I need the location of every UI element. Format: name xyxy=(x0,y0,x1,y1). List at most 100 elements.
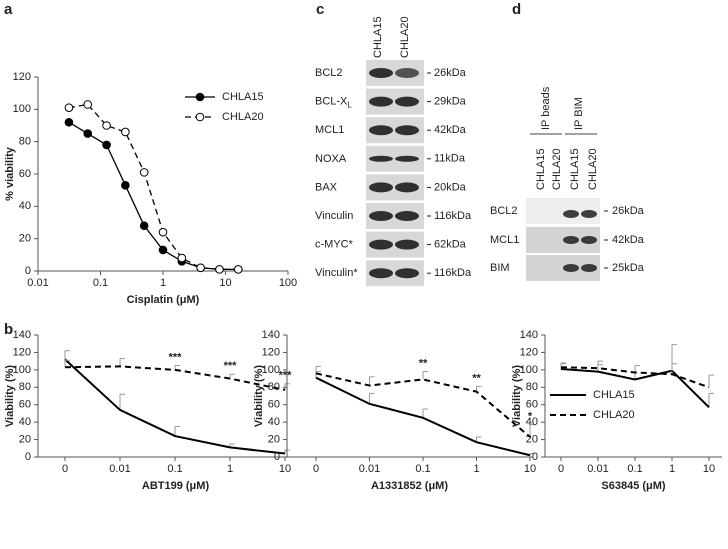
size-label: 42kDa xyxy=(434,124,467,136)
x-tick-label: 10 xyxy=(279,463,291,475)
band xyxy=(369,155,393,162)
error-bar xyxy=(64,350,70,360)
data-point xyxy=(83,129,93,138)
error-bar xyxy=(560,362,566,368)
protein-label: BAX xyxy=(315,181,338,193)
data-point xyxy=(177,253,187,263)
series-line xyxy=(68,103,239,271)
x-tick-label: 10 xyxy=(219,277,231,289)
protein-name: BCL2 xyxy=(315,67,343,79)
ip-group-label: IP beads xyxy=(540,86,552,130)
lane-label: CHLA15 xyxy=(569,148,581,190)
size-label: 25kDa xyxy=(612,262,645,274)
band xyxy=(395,96,419,107)
y-tick-label: 60 xyxy=(19,399,31,411)
significance: ** xyxy=(419,358,428,370)
y-tick-label: 140 xyxy=(520,329,538,341)
y-tick-label: 80 xyxy=(268,381,280,393)
x-tick-label: 100 xyxy=(279,277,297,289)
error-bar xyxy=(174,426,180,437)
band xyxy=(581,210,597,218)
band xyxy=(369,68,393,78)
error-bar xyxy=(422,371,428,380)
protein-name: MCL1 xyxy=(315,124,344,136)
series-line xyxy=(560,366,710,389)
lane-label: CHLA20 xyxy=(551,148,563,190)
y-tick-label: 80 xyxy=(19,136,31,148)
data-point xyxy=(196,263,205,273)
size-label: 26kDa xyxy=(612,205,645,217)
y-tick-label: 0 xyxy=(25,451,31,463)
significance: *** xyxy=(224,360,238,372)
x-tick-label: 1 xyxy=(669,463,675,475)
y-tick-label: 100 xyxy=(13,103,31,115)
data-point xyxy=(83,100,93,109)
error-bar xyxy=(634,365,640,373)
y-tick-label: 40 xyxy=(526,416,538,428)
panel-label: a xyxy=(4,1,13,18)
band xyxy=(581,264,597,272)
y-tick-label: 0 xyxy=(532,451,538,463)
y-axis-label: Viability (%) xyxy=(253,365,265,427)
legend-label: CHLA15 xyxy=(222,91,264,103)
band xyxy=(369,125,393,136)
band xyxy=(369,239,393,250)
protein-label: MCL1 xyxy=(315,124,344,136)
protein-label: c-MYC* xyxy=(315,239,354,251)
y-tick-label: 100 xyxy=(262,364,280,376)
size-label: 29kDa xyxy=(434,96,467,108)
protein-label: NOXA xyxy=(315,153,347,165)
series-line xyxy=(68,121,239,271)
band xyxy=(395,182,419,193)
lane-label: CHLA15 xyxy=(535,148,547,190)
significance: *** xyxy=(169,351,183,363)
band xyxy=(563,236,579,244)
band xyxy=(369,96,393,107)
data-point xyxy=(158,227,168,237)
x-axis-label: ABT199 (μM) xyxy=(142,480,210,492)
size-label: 116kDa xyxy=(434,210,472,222)
data-point xyxy=(64,117,74,127)
y-tick-label: 120 xyxy=(520,346,538,358)
y-tick-label: 100 xyxy=(13,364,31,376)
significance: ** xyxy=(472,372,481,384)
protein-name: BAX xyxy=(315,181,338,193)
error-bar xyxy=(229,373,235,379)
error-bar xyxy=(315,365,321,374)
y-tick-label: 140 xyxy=(262,329,280,341)
band xyxy=(395,268,419,279)
band xyxy=(369,268,393,279)
x-tick-label: 1 xyxy=(160,277,166,289)
y-tick-label: 60 xyxy=(19,168,31,180)
error-bar xyxy=(369,376,375,386)
error-bar xyxy=(597,360,603,369)
protein-subscript: L xyxy=(347,101,352,110)
protein-label: BCL-XL xyxy=(315,96,352,110)
band xyxy=(395,155,419,162)
y-tick-label: 60 xyxy=(268,399,280,411)
x-tick-label: 0.01 xyxy=(27,277,48,289)
error-bar xyxy=(369,392,375,404)
band xyxy=(563,210,579,218)
protein-label: BIM xyxy=(490,262,510,274)
series-line xyxy=(315,372,531,438)
x-tick-label: 0.1 xyxy=(627,463,642,475)
error-bar xyxy=(708,374,714,388)
protein-label: BCL2 xyxy=(315,67,343,79)
band xyxy=(581,236,597,244)
y-tick-label: 100 xyxy=(520,364,538,376)
data-point xyxy=(158,245,168,255)
legend-label: CHLA20 xyxy=(222,111,264,123)
y-tick-label: 80 xyxy=(19,381,31,393)
data-point xyxy=(121,181,130,190)
protein-label: Vinculin* xyxy=(315,267,358,279)
lane-label: CHLA20 xyxy=(399,16,411,58)
error-bar xyxy=(529,424,535,437)
y-tick-label: 60 xyxy=(526,399,538,411)
protein-name: NOXA xyxy=(315,153,347,165)
data-point xyxy=(139,221,149,231)
x-tick-label: 0.01 xyxy=(359,463,380,475)
y-axis-label: Viability (%) xyxy=(4,365,16,427)
data-point xyxy=(233,265,243,274)
